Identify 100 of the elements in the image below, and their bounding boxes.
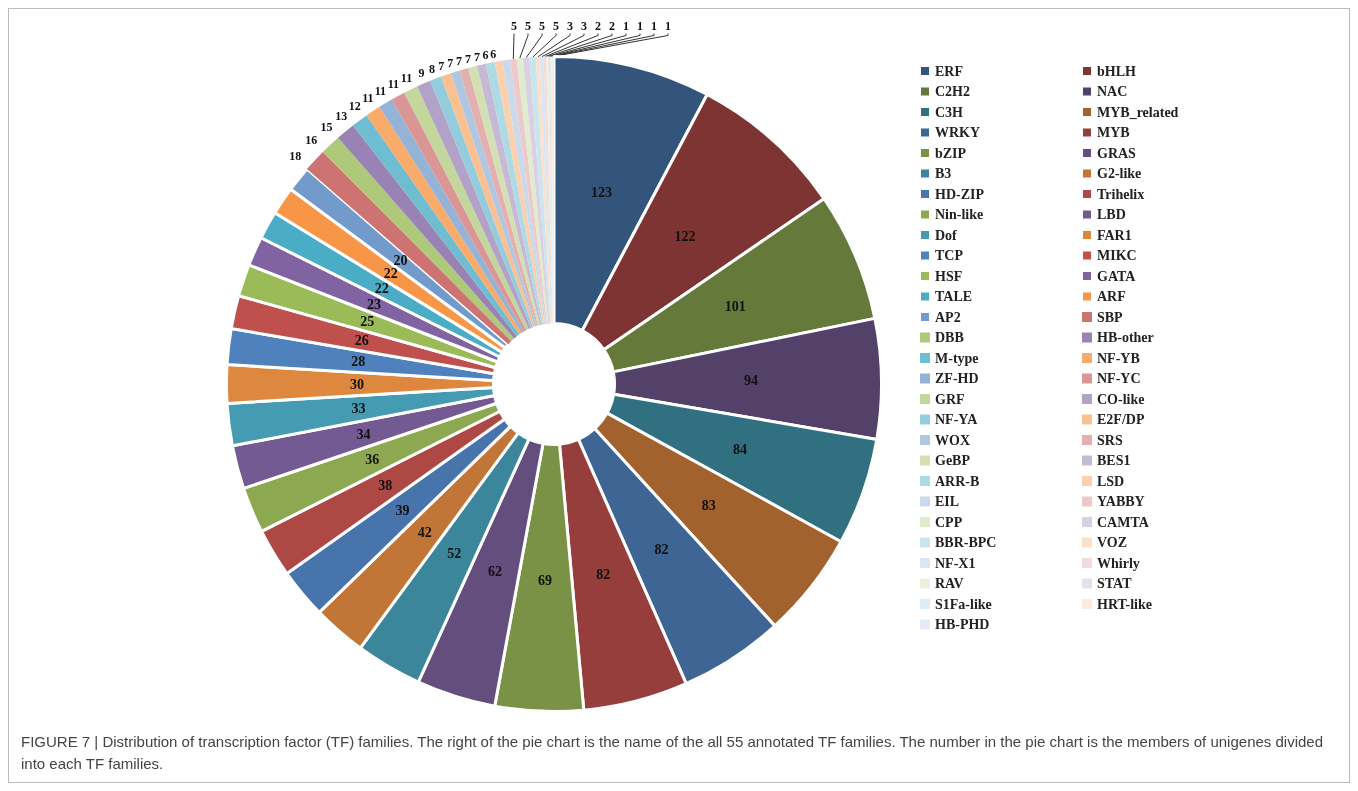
data-label: 5	[525, 19, 531, 34]
legend-label: HRT-like	[1097, 596, 1153, 612]
data-label: 2	[595, 19, 601, 34]
legend-label: MIKC	[1097, 248, 1137, 263]
legend-label: Dof	[935, 227, 958, 243]
data-label: 122	[674, 229, 696, 245]
legend-label: M-type	[935, 350, 979, 366]
legend-label: bHLH	[1097, 63, 1137, 79]
legend-label: NF-YC	[1097, 371, 1141, 386]
data-label: 83	[701, 498, 716, 514]
legend-label: CO-like	[1097, 391, 1145, 407]
data-label: 5	[511, 19, 517, 34]
legend-label: NF-YB	[1097, 350, 1140, 366]
data-label: 7	[438, 59, 445, 74]
legend-label: bZIP	[935, 145, 967, 161]
legend-label: B3	[935, 166, 952, 181]
data-label: 69	[538, 573, 553, 589]
legend-label: SRS	[1097, 432, 1123, 448]
data-label: 94	[744, 373, 758, 389]
legend-label: MYB	[1097, 125, 1130, 140]
legend-label: HD-ZIP	[935, 186, 985, 202]
legend-label: CPP	[935, 514, 963, 530]
legend-label: MYB_related	[1097, 104, 1179, 120]
legend-label: NF-YA	[935, 412, 979, 427]
data-label: 30	[349, 376, 364, 392]
data-label: 3	[581, 19, 587, 34]
data-label: 1	[623, 19, 629, 34]
legend-label: NAC	[1097, 84, 1128, 99]
legend-label: WOX	[935, 432, 970, 448]
legend-label: HB-PHD	[935, 617, 990, 632]
data-label: 6	[482, 48, 489, 63]
legend-label: G2-like	[1097, 166, 1142, 181]
legend-label: ARR-B	[935, 473, 980, 489]
data-label: 5	[553, 19, 559, 34]
legend-label: RAV	[935, 576, 964, 591]
data-label: 22	[383, 266, 398, 282]
data-label: 3	[567, 19, 573, 34]
data-label: 123	[590, 185, 612, 201]
legend-label: AP2	[935, 309, 961, 325]
legend-label: Nin-like	[935, 207, 984, 222]
legend-label: VOZ	[1097, 535, 1128, 550]
legend-label: LBD	[1097, 207, 1126, 222]
data-label: 101	[724, 299, 746, 315]
data-label: 1	[637, 19, 643, 34]
data-label: 7	[447, 56, 454, 71]
data-label: 82	[596, 567, 611, 583]
data-label: 34	[356, 426, 371, 442]
legend-label: Trihelix	[1097, 186, 1145, 202]
legend-label: GRF	[935, 391, 965, 407]
legend-label: FAR1	[1097, 227, 1132, 243]
legend-label: Whirly	[1097, 555, 1140, 571]
legend-label: DBB	[935, 330, 964, 345]
legend-label: TCP	[935, 248, 964, 263]
data-label: 23	[366, 296, 381, 312]
data-label: 16	[305, 133, 318, 148]
legend-label: ARF	[1097, 289, 1126, 304]
legend-label: CAMTA	[1097, 514, 1150, 530]
legend-label: ERF	[935, 63, 963, 79]
data-label: 62	[487, 564, 502, 580]
legend-label: BES1	[1097, 453, 1131, 468]
data-label: 13	[335, 108, 348, 123]
legend-label: GATA	[1097, 268, 1137, 284]
data-label: 11	[374, 83, 387, 98]
data-label: 20	[393, 253, 408, 269]
data-label: 11	[400, 71, 413, 86]
data-label: 9	[418, 66, 425, 81]
legend-label: GRAS	[1097, 145, 1137, 161]
legend-label: S1Fa-like	[935, 596, 992, 612]
data-label: 5	[539, 19, 545, 34]
legend-label: GeBP	[935, 453, 971, 468]
data-label: 36	[365, 452, 380, 468]
legend-label: C2H2	[935, 84, 970, 99]
data-label: 7	[465, 51, 472, 66]
legend-label: SBP	[1097, 309, 1124, 325]
legend-label: C3H	[935, 104, 964, 120]
data-label: 12	[348, 99, 361, 114]
legend-label: NF-X1	[935, 555, 976, 571]
data-label: 18	[289, 149, 302, 164]
legend-label: HB-other	[1097, 330, 1154, 345]
legend-label: LSD	[1097, 473, 1125, 489]
caption: FIGURE 7 | Distribution of transcription factor (TF) families. The right of the pie chart is the name of the all 55 annotated TF families. The number in the pie chart is the members of unigenes divided into each TF families.	[21, 732, 1324, 774]
legend-label: ZF-HD	[935, 371, 979, 386]
data-label: 52	[447, 546, 462, 562]
data-label: 82	[654, 541, 669, 557]
data-label: 7	[474, 49, 481, 64]
data-label: 7	[456, 53, 463, 68]
legend-label: BBR-BPC	[935, 535, 997, 550]
legend-label: HSF	[935, 268, 963, 284]
data-label: 2	[609, 19, 615, 34]
data-label: 26	[354, 333, 369, 349]
data-label: 15	[320, 119, 333, 134]
data-label: 1	[665, 19, 671, 34]
data-label: 11	[362, 90, 374, 105]
data-label: 25	[360, 314, 375, 330]
data-label: 1	[651, 19, 657, 34]
legend-label: YABBY	[1097, 494, 1145, 509]
data-label: 84	[732, 441, 747, 457]
data-label: 22	[374, 280, 389, 296]
data-label: 11	[387, 77, 400, 92]
data-label: 33	[351, 400, 366, 416]
